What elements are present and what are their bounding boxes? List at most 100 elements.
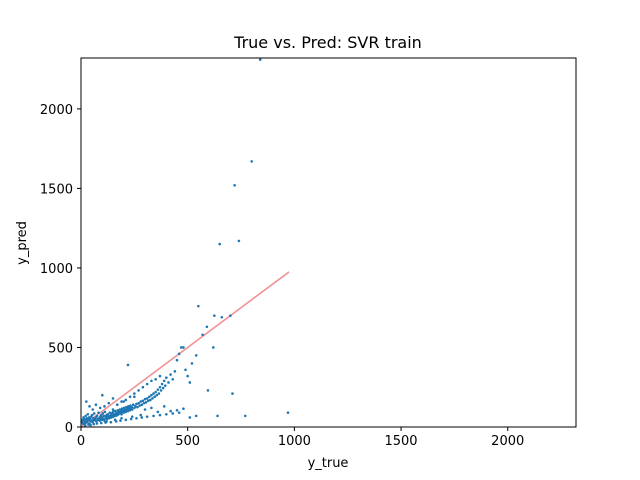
data-point [161, 386, 165, 390]
data-point [155, 393, 159, 397]
data-point [146, 399, 150, 403]
data-point [188, 416, 192, 419]
data-point [134, 405, 137, 408]
data-point [103, 410, 107, 414]
data-point [92, 412, 96, 415]
data-point [233, 183, 236, 187]
data-point [113, 418, 117, 422]
data-point [250, 160, 253, 163]
data-point [141, 385, 145, 389]
data-point [197, 304, 200, 308]
reference-line [80, 271, 290, 428]
data-point [92, 422, 96, 426]
data-point [162, 405, 166, 408]
data-point [177, 352, 181, 356]
data-point [84, 414, 87, 418]
data-point [83, 421, 87, 425]
data-point [167, 381, 170, 384]
data-point [175, 408, 179, 412]
data-point [151, 397, 154, 400]
data-point [90, 413, 94, 417]
data-point [130, 415, 134, 418]
data-point [147, 395, 151, 399]
chart-title: True vs. Pred: SVR train [233, 33, 422, 52]
data-point [102, 414, 106, 418]
data-point [135, 402, 138, 406]
data-point [94, 403, 98, 407]
data-point [158, 413, 162, 417]
data-point [179, 346, 183, 349]
data-point [111, 410, 115, 414]
data-point [87, 423, 90, 426]
data-point [128, 395, 132, 399]
data-point [182, 407, 185, 411]
data-point [86, 420, 89, 424]
data-point [139, 400, 143, 403]
data-point [144, 401, 148, 404]
y-tick-label: 2000 [40, 103, 73, 118]
x-tick-label: 2000 [491, 434, 524, 449]
data-point [145, 382, 149, 386]
data-point [154, 377, 157, 381]
data-point [124, 418, 128, 422]
data-point [157, 392, 161, 395]
data-point [138, 404, 141, 407]
data-point [111, 397, 115, 400]
data-point [154, 390, 157, 394]
data-point [109, 420, 113, 424]
data-point [107, 401, 111, 405]
data-point [150, 379, 153, 383]
data-point [83, 424, 87, 427]
x-tick-label: 1000 [278, 434, 311, 449]
data-point [169, 409, 172, 413]
x-tick-label: 1500 [384, 434, 417, 449]
data-point [150, 406, 153, 410]
data-point [129, 417, 133, 421]
data-point [231, 392, 234, 395]
data-point [156, 388, 160, 391]
data-point [182, 346, 185, 349]
data-point [149, 398, 152, 402]
data-point [133, 395, 136, 399]
data-point [131, 403, 135, 407]
data-point [136, 405, 139, 409]
data-point [188, 381, 192, 384]
plot-area [80, 58, 290, 428]
data-point [152, 414, 155, 418]
data-point [158, 385, 162, 389]
data-point [165, 412, 168, 416]
data-point [205, 325, 209, 329]
data-point [88, 405, 91, 408]
data-point [120, 412, 123, 416]
axes-frame [80, 57, 577, 428]
data-point [140, 416, 144, 419]
x-tick-label: 0 [77, 434, 85, 449]
data-point [133, 392, 136, 395]
data-point [103, 419, 106, 422]
data-point [194, 414, 198, 418]
data-point [137, 401, 140, 405]
data-point [95, 422, 99, 425]
data-point [108, 411, 112, 414]
data-point [213, 314, 216, 317]
data-point [130, 405, 134, 409]
data-point [126, 363, 130, 367]
data-point [160, 382, 164, 386]
data-point [105, 420, 108, 423]
data-point [98, 406, 102, 410]
data-point [145, 397, 149, 400]
data-point [152, 392, 155, 395]
data-point [124, 398, 128, 402]
data-point [159, 389, 163, 392]
data-point [175, 358, 179, 362]
data-point [171, 377, 175, 381]
x-tick-label: 500 [175, 434, 200, 449]
data-point [143, 408, 147, 411]
data-point [190, 362, 194, 365]
data-point [119, 419, 122, 422]
data-point [143, 397, 147, 401]
data-point [91, 420, 95, 424]
data-point [186, 374, 189, 378]
y-axis-label: y_pred [15, 221, 30, 265]
